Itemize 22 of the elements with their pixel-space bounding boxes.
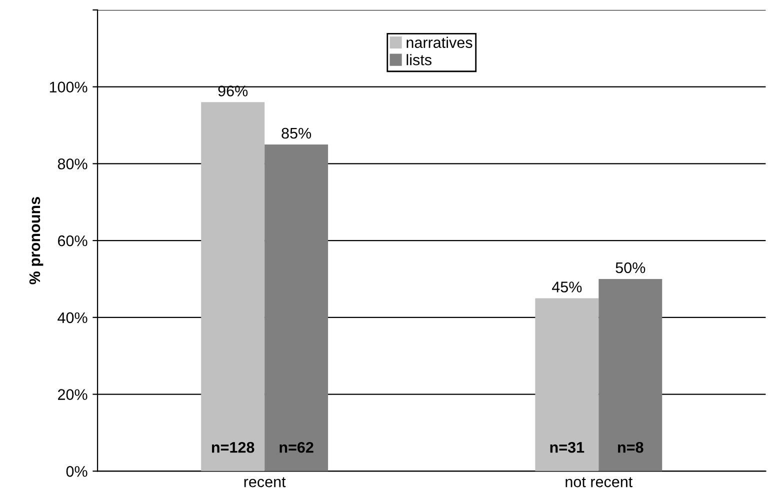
x-tick-label: not recent (566, 477, 633, 488)
data-label: 45% (552, 282, 582, 292)
annotation: n=31 (550, 442, 584, 453)
y-tick-label: 0% (66, 466, 88, 477)
y-axis-title: % pronouns (29, 197, 44, 284)
annotation: n=62 (280, 442, 314, 453)
y-tick-label: 40% (58, 312, 88, 324)
y-tick-label: 80% (58, 158, 88, 170)
y-tick-label: 100% (50, 82, 88, 92)
data-label: 85% (282, 128, 312, 139)
data-label: 50% (616, 262, 646, 274)
y-tick-label: 20% (58, 389, 88, 400)
y-tick-label: 60% (58, 235, 88, 246)
bar (535, 298, 599, 472)
legend-label: lists (406, 54, 432, 66)
bar (264, 144, 328, 472)
x-tick-label: recent (244, 477, 286, 488)
legend-label: narratives (406, 36, 472, 48)
bar (201, 102, 265, 472)
bar (598, 278, 662, 472)
annotation: n=128 (212, 442, 254, 453)
annotation: n=8 (618, 442, 644, 453)
